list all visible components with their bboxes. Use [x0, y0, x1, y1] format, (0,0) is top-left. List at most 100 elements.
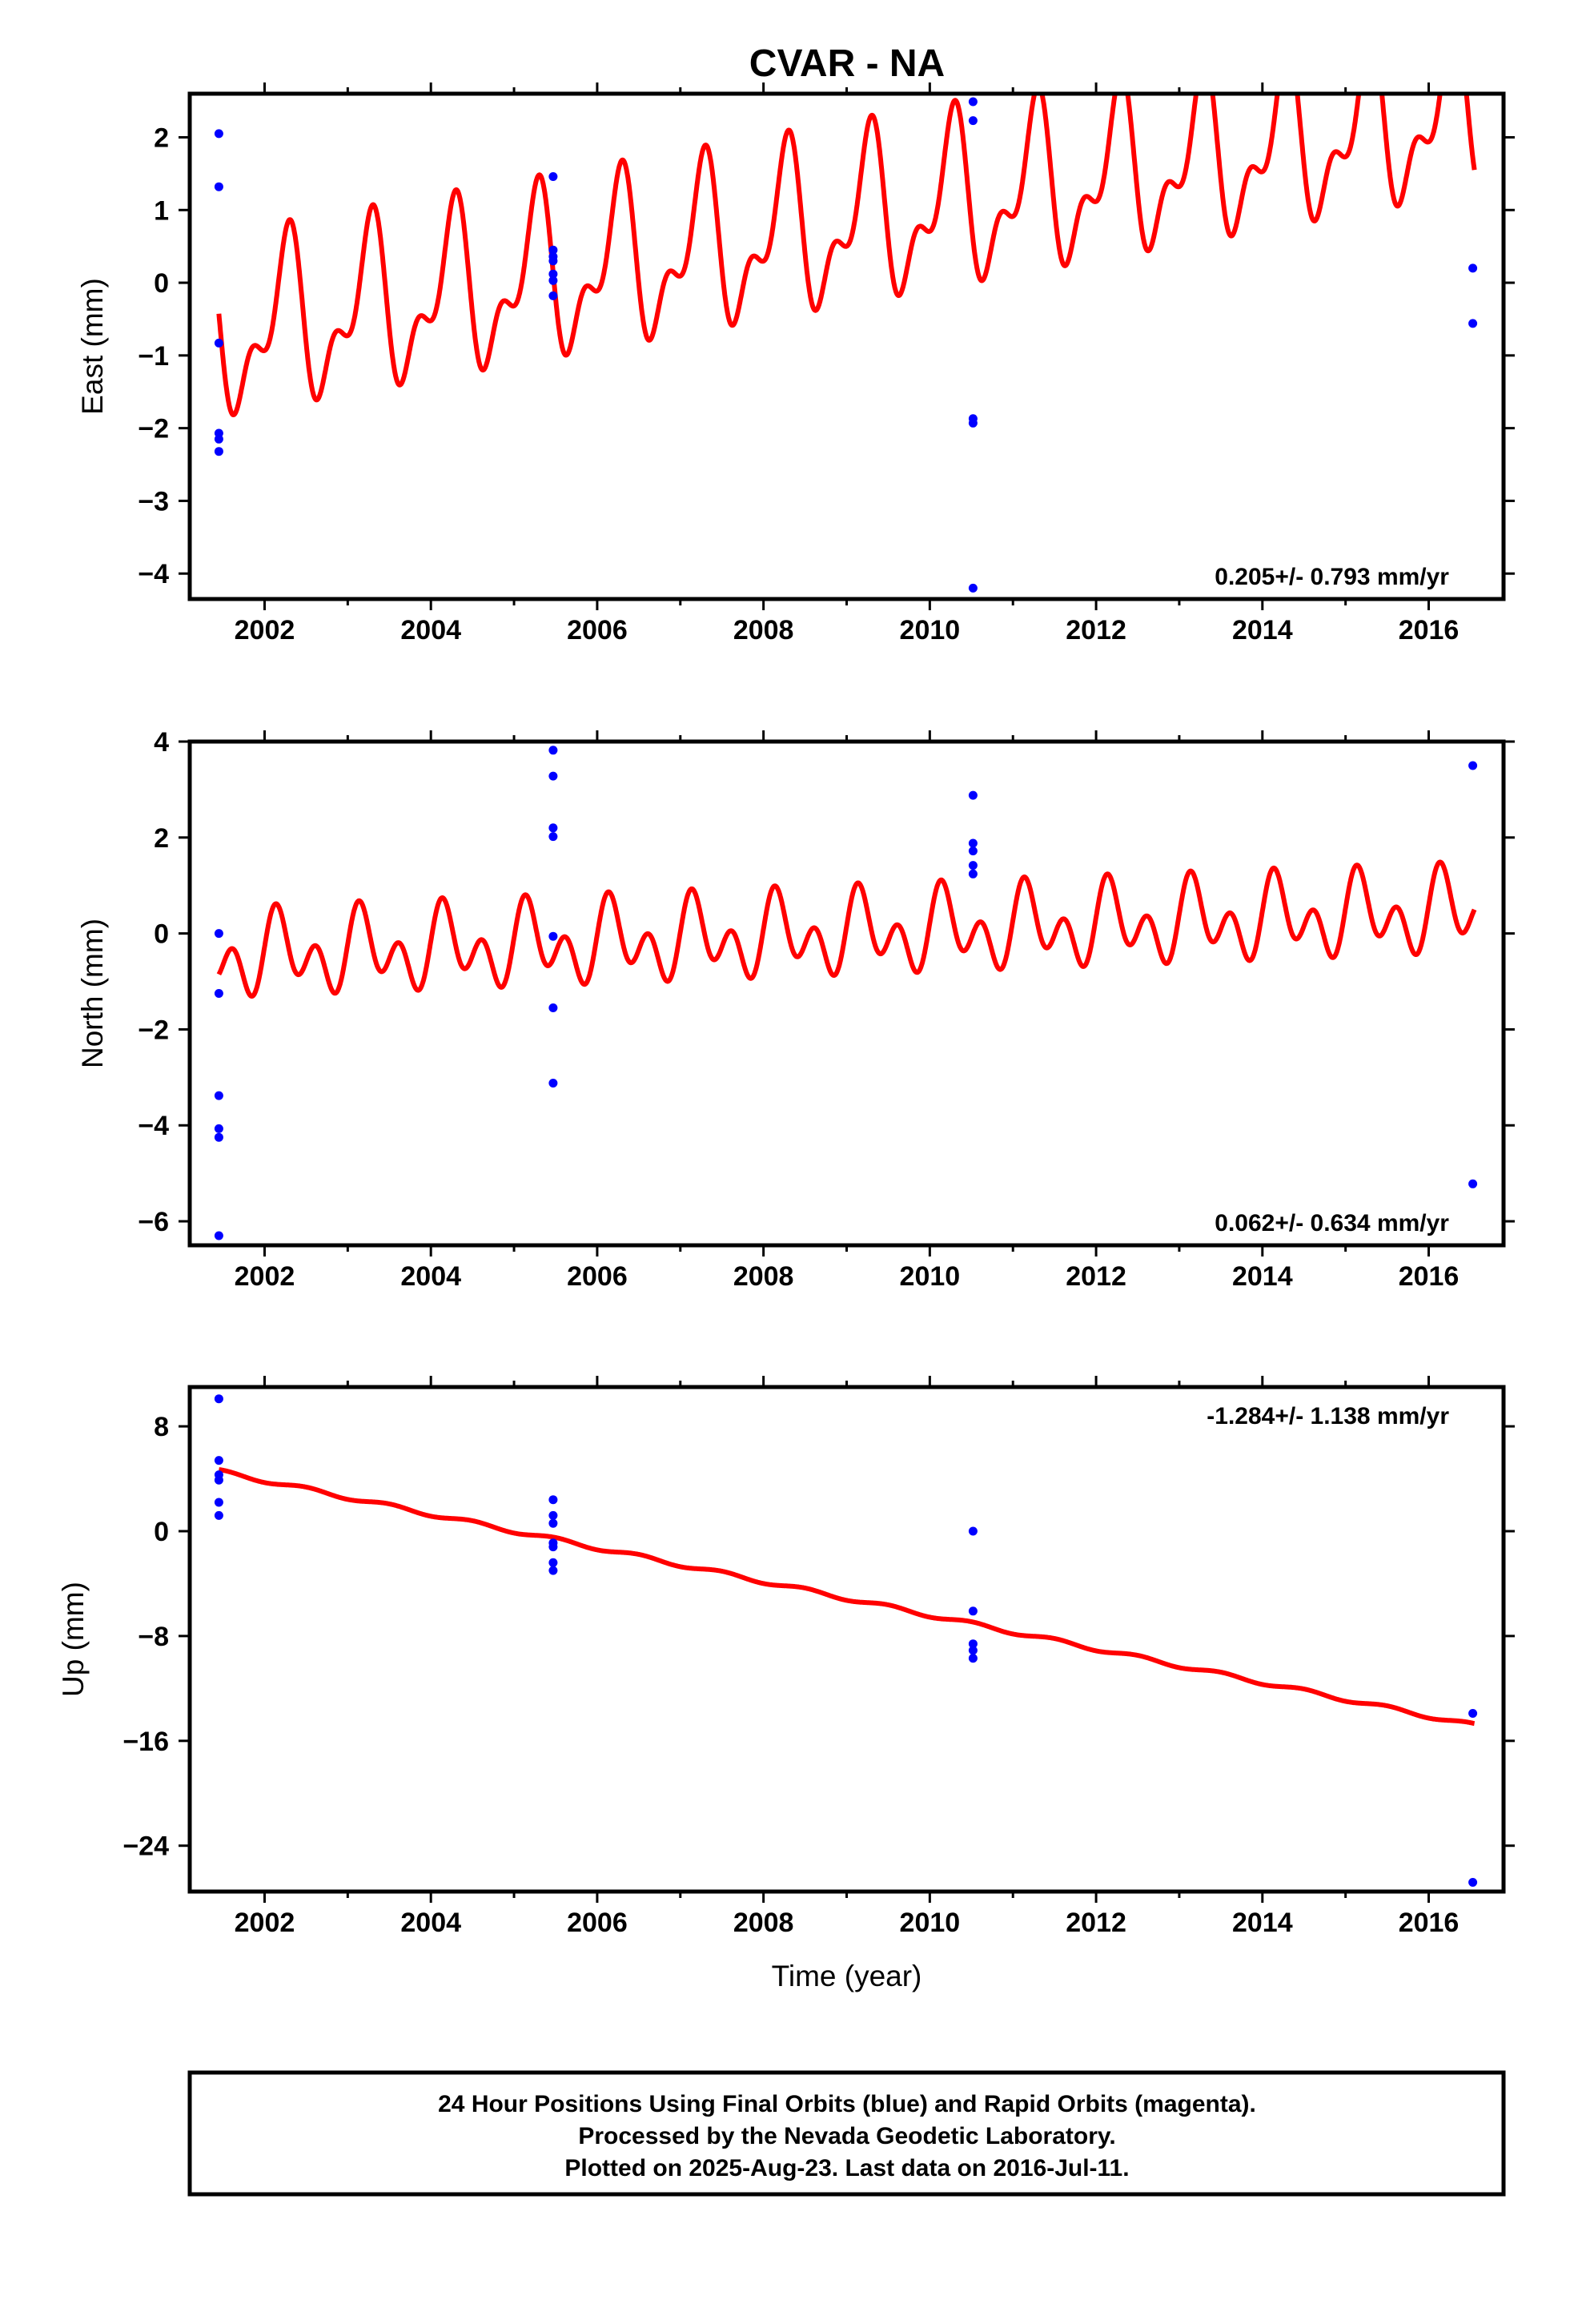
north-data-point	[968, 846, 978, 856]
north-data-point	[548, 832, 558, 842]
east-data-point	[548, 275, 558, 285]
east-data-point	[548, 269, 558, 279]
up-data-point	[214, 1498, 223, 1507]
footer-line-processed: Processed by the Nevada Geodetic Laborat…	[578, 2123, 1115, 2149]
up-panel: 2002 2004 2006 2008 2010 2012 2014 2016 −24 −16 −8…	[57, 1376, 1515, 1992]
up-y-tick-label: 0	[154, 1517, 169, 1547]
north-x-tick-label: 2008	[733, 1261, 794, 1292]
east-data-point	[214, 338, 223, 348]
east-data-point	[968, 97, 978, 107]
up-y-tick-label: 8	[154, 1412, 169, 1442]
up-y-tick-label: −24	[122, 1831, 169, 1862]
east-x-tick-label: 2010	[900, 615, 961, 645]
east-data-point	[1468, 263, 1478, 273]
east-data-point	[214, 434, 223, 444]
east-y-tick-label: −2	[138, 414, 169, 444]
up-data-point	[214, 1475, 223, 1485]
north-x-tick-label: 2012	[1066, 1261, 1126, 1292]
east-y-tick-label: −3	[138, 486, 169, 517]
up-data-point	[548, 1566, 558, 1575]
north-rate-annotation: 0.062+/- 0.634 mm/yr	[1215, 1210, 1449, 1236]
up-data-point	[548, 1542, 558, 1552]
footer-line-plotted: Plotted on 2025-Aug-23. Last data on 201…	[564, 2155, 1129, 2181]
east-y-tick-label: −4	[138, 559, 169, 589]
up-x-axis-label: Time (year)	[772, 1960, 922, 1992]
east-y-tick-label: 1	[154, 195, 169, 226]
up-model-curve	[217, 1467, 1476, 1727]
up-y-tick-label: −8	[138, 1622, 169, 1652]
north-data-point	[214, 1231, 223, 1240]
east-data-point	[548, 291, 558, 300]
north-data-point	[548, 823, 558, 833]
north-y-tick-label: 2	[154, 823, 169, 854]
east-y-tick-label: 0	[154, 268, 169, 299]
east-model-curve	[216, 94, 1477, 417]
north-data-point	[968, 790, 978, 800]
up-data-point	[1468, 1878, 1478, 1887]
north-x-tick-label: 2010	[900, 1261, 961, 1292]
north-y-tick-label: −4	[138, 1111, 169, 1141]
north-data-point	[548, 1003, 558, 1012]
north-data-point	[214, 929, 223, 939]
north-model-curve	[216, 859, 1477, 999]
north-data-point	[548, 746, 558, 755]
east-data-point	[968, 583, 978, 593]
east-x-tick-label: 2006	[567, 615, 628, 645]
east-x-tick-label: 2008	[733, 615, 794, 645]
east-x-tick-label: 2004	[400, 615, 461, 645]
east-data-point	[1468, 319, 1478, 328]
north-data-point	[214, 989, 223, 998]
east-x-tick-label: 2014	[1232, 615, 1293, 645]
east-rate-annotation: 0.205+/- 0.793 mm/yr	[1215, 564, 1449, 590]
up-x-tick-label: 2002	[235, 1908, 295, 1938]
east-data-point	[214, 447, 223, 456]
north-data-point	[548, 771, 558, 781]
east-x-tick-label: 2016	[1399, 615, 1460, 645]
north-data-point	[548, 1079, 558, 1088]
up-data-point	[548, 1510, 558, 1520]
east-data-point	[548, 172, 558, 181]
up-x-tick-label: 2016	[1399, 1908, 1460, 1938]
up-y-tick-label: −16	[122, 1727, 169, 1757]
east-panel: 2002 2004 2006 2008 2010 2012 2014 2016 −4 −3 −2 −1…	[76, 82, 1515, 645]
up-x-tick-label: 2004	[400, 1908, 461, 1938]
north-y-tick-label: −6	[138, 1207, 169, 1237]
north-x-tick-label: 2006	[567, 1261, 628, 1292]
up-rate-annotation: -1.284+/- 1.138 mm/yr	[1207, 1403, 1449, 1429]
north-data-point	[968, 838, 978, 848]
up-x-tick-label: 2010	[900, 1908, 961, 1938]
up-data-point	[214, 1394, 223, 1404]
east-data-point	[548, 256, 558, 266]
east-data-point	[214, 129, 223, 139]
east-x-tick-label: 2002	[235, 615, 295, 645]
north-y-tick-label: 0	[154, 919, 169, 950]
east-data-point	[548, 245, 558, 255]
up-data-point	[968, 1639, 978, 1649]
up-data-point	[548, 1495, 558, 1505]
up-data-point	[968, 1606, 978, 1616]
north-y-tick-label: −2	[138, 1015, 169, 1045]
up-data-point	[1468, 1709, 1478, 1718]
north-data-point	[968, 869, 978, 879]
east-data-point	[968, 116, 978, 126]
chart-title: CVAR - NA	[749, 42, 945, 85]
north-panel: 2002 2004 2006 2008 2010 2012 2014 2016 −6 −4 −2 0 2…	[76, 727, 1515, 1292]
up-data-point	[968, 1526, 978, 1536]
up-x-tick-label: 2008	[733, 1908, 794, 1938]
north-x-tick-label: 2004	[400, 1261, 461, 1292]
east-data-point	[968, 418, 978, 428]
up-y-axis-label: Up (mm)	[57, 1582, 90, 1697]
north-data-point	[214, 1132, 223, 1142]
up-x-tick-label: 2012	[1066, 1908, 1126, 1938]
east-x-tick-label: 2012	[1066, 615, 1126, 645]
north-x-tick-label: 2016	[1399, 1261, 1460, 1292]
north-y-axis-label: North (mm)	[76, 919, 109, 1068]
up-data-point	[548, 1518, 558, 1528]
north-data-point	[1468, 761, 1478, 770]
up-data-point	[548, 1558, 558, 1567]
east-y-tick-label: 2	[154, 123, 169, 153]
up-data-point	[214, 1510, 223, 1520]
up-data-point	[968, 1654, 978, 1663]
north-x-tick-label: 2014	[1232, 1261, 1293, 1292]
